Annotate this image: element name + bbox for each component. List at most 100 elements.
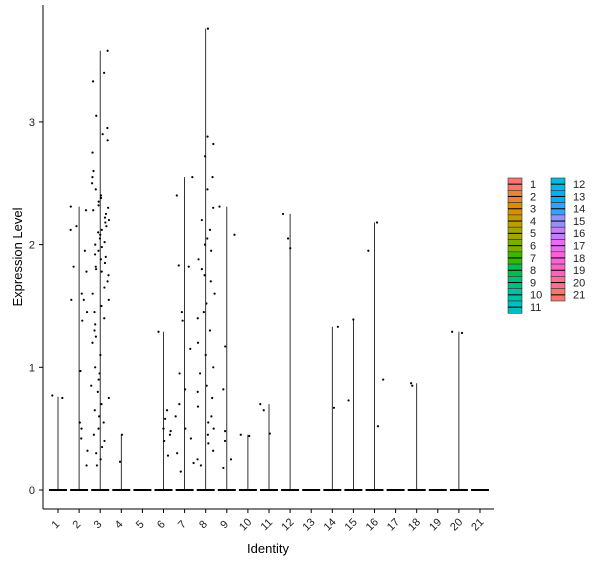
violin-group-10 bbox=[238, 433, 257, 491]
data-point bbox=[196, 458, 199, 461]
data-point bbox=[82, 298, 85, 301]
data-point bbox=[93, 409, 96, 412]
data-point bbox=[367, 249, 370, 252]
data-point bbox=[107, 206, 110, 209]
legend-label: 5 bbox=[530, 228, 536, 240]
violin-group-18 bbox=[407, 382, 426, 491]
data-point bbox=[90, 384, 93, 387]
x-axis: 1 2 3 4 5 6 7 8 9 10 11 12 13 14 15 16 17 18 19 20 21 bbox=[43, 508, 494, 533]
legend-label: 2 bbox=[530, 191, 536, 203]
data-point bbox=[286, 237, 290, 240]
violin-group-8 bbox=[196, 27, 216, 491]
data-point bbox=[411, 384, 414, 387]
data-point bbox=[268, 432, 271, 435]
legend-item-11: 11 bbox=[507, 300, 541, 314]
data-point bbox=[206, 135, 209, 138]
x-tick-label: 12 bbox=[279, 516, 296, 533]
legend-item-6: 6 bbox=[507, 239, 536, 253]
y-tick-label: 3 bbox=[29, 117, 35, 129]
data-point bbox=[203, 243, 207, 246]
legend-label: 7 bbox=[530, 253, 536, 265]
x-tick-label: 14 bbox=[322, 516, 339, 533]
legend-item-4: 4 bbox=[507, 214, 536, 228]
data-point bbox=[100, 245, 103, 249]
data-point bbox=[91, 176, 94, 179]
data-point bbox=[239, 433, 242, 436]
data-point bbox=[289, 247, 292, 250]
y-tick-label: 2 bbox=[29, 240, 35, 252]
data-point bbox=[207, 442, 210, 445]
data-point bbox=[79, 369, 82, 373]
data-point bbox=[107, 274, 110, 277]
data-point bbox=[212, 427, 215, 430]
data-point bbox=[95, 452, 98, 455]
legend-label: 12 bbox=[573, 179, 585, 191]
legend-label: 1 bbox=[530, 179, 536, 191]
data-point bbox=[100, 403, 103, 406]
data-point bbox=[164, 417, 167, 420]
x-tick-label: 2 bbox=[71, 518, 84, 531]
data-point bbox=[91, 151, 94, 154]
data-point bbox=[106, 139, 109, 142]
x-tick-label: 20 bbox=[448, 516, 465, 533]
x-tick-label: 21 bbox=[469, 516, 486, 533]
data-point bbox=[208, 329, 212, 332]
x-tick-label: 13 bbox=[301, 516, 318, 533]
data-point bbox=[177, 264, 180, 267]
data-point bbox=[94, 188, 97, 191]
legend-label: 21 bbox=[573, 290, 585, 302]
x-tick-label: 6 bbox=[155, 518, 168, 531]
plot-panel bbox=[49, 27, 489, 491]
data-point bbox=[212, 142, 215, 146]
data-point bbox=[206, 433, 209, 436]
x-tick-label: 7 bbox=[176, 518, 189, 531]
data-point bbox=[94, 265, 97, 268]
data-point bbox=[107, 298, 110, 301]
data-point bbox=[212, 449, 215, 452]
legend-item-16: 16 bbox=[550, 226, 585, 240]
data-point bbox=[94, 253, 97, 256]
data-point bbox=[94, 323, 97, 326]
data-point bbox=[196, 405, 200, 408]
data-point bbox=[81, 319, 84, 322]
legend-label: 9 bbox=[530, 277, 536, 289]
data-point bbox=[103, 216, 107, 219]
data-point bbox=[84, 209, 88, 212]
data-point bbox=[168, 433, 172, 436]
legend-item-15: 15 bbox=[550, 214, 585, 228]
data-point bbox=[72, 265, 75, 268]
x-tick-label: 5 bbox=[134, 518, 147, 531]
data-point bbox=[83, 249, 86, 252]
data-point bbox=[174, 415, 177, 418]
legend-label: 10 bbox=[530, 290, 542, 302]
data-point bbox=[192, 461, 195, 465]
data-point bbox=[94, 366, 97, 369]
data-point bbox=[376, 425, 380, 428]
data-point bbox=[92, 169, 95, 173]
data-point bbox=[166, 454, 170, 457]
data-point bbox=[196, 317, 199, 320]
data-point bbox=[202, 310, 205, 314]
data-point bbox=[96, 390, 99, 393]
data-point bbox=[100, 445, 104, 449]
data-point bbox=[85, 464, 88, 467]
data-point bbox=[103, 71, 106, 74]
data-point bbox=[95, 114, 98, 117]
legend-item-3: 3 bbox=[507, 202, 536, 216]
legend-label: 17 bbox=[573, 241, 585, 253]
violin-group-12 bbox=[281, 212, 300, 491]
data-point bbox=[97, 231, 100, 234]
data-point bbox=[224, 345, 227, 348]
violin-group-1 bbox=[49, 394, 67, 491]
data-point bbox=[175, 194, 178, 197]
violin-group-15 bbox=[344, 318, 363, 491]
data-point bbox=[218, 205, 221, 208]
legend-label: 13 bbox=[573, 191, 585, 203]
data-point bbox=[207, 421, 210, 424]
data-point bbox=[99, 233, 102, 236]
data-point bbox=[69, 205, 72, 208]
data-point bbox=[91, 80, 95, 83]
data-point bbox=[205, 302, 208, 305]
data-point bbox=[169, 430, 172, 433]
